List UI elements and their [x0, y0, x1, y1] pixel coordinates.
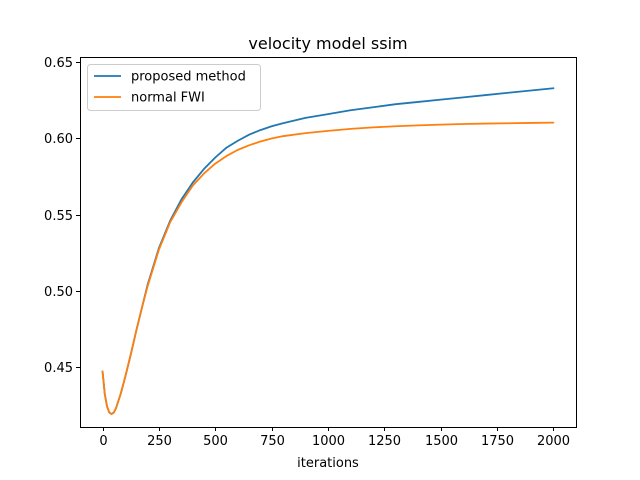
legend: proposed method normal FWI — [87, 64, 261, 111]
y-tick-label: 0.65 — [44, 56, 73, 71]
legend-label-0: proposed method — [131, 70, 246, 85]
plot-area — [101, 87, 555, 415]
x-axis: 0 250 500 750 1000 1250 1500 1750 2000 — [99, 427, 570, 449]
y-tick-label: 0.50 — [44, 285, 73, 300]
y-tick-label: 0.60 — [44, 132, 73, 147]
x-tick-label: 1000 — [312, 434, 345, 449]
legend-box — [87, 64, 261, 111]
x-tick-label: 1500 — [425, 434, 458, 449]
x-tick-label: 250 — [147, 434, 172, 449]
x-axis-label: iterations — [297, 456, 359, 471]
series-line-1 — [101, 121, 555, 415]
y-tick-label: 0.45 — [44, 361, 73, 376]
x-tick-label: 0 — [99, 434, 107, 449]
x-tick-label: 750 — [260, 434, 285, 449]
legend-label-1: normal FWI — [131, 91, 205, 106]
x-tick-label: 500 — [203, 434, 228, 449]
chart-title: velocity model ssim — [248, 34, 407, 53]
x-tick-label: 1750 — [481, 434, 514, 449]
x-tick-label: 1250 — [368, 434, 401, 449]
y-tick-label: 0.55 — [44, 209, 73, 224]
y-axis: 0.45 0.50 0.55 0.60 0.65 — [44, 56, 80, 376]
x-tick-label: 2000 — [537, 434, 570, 449]
